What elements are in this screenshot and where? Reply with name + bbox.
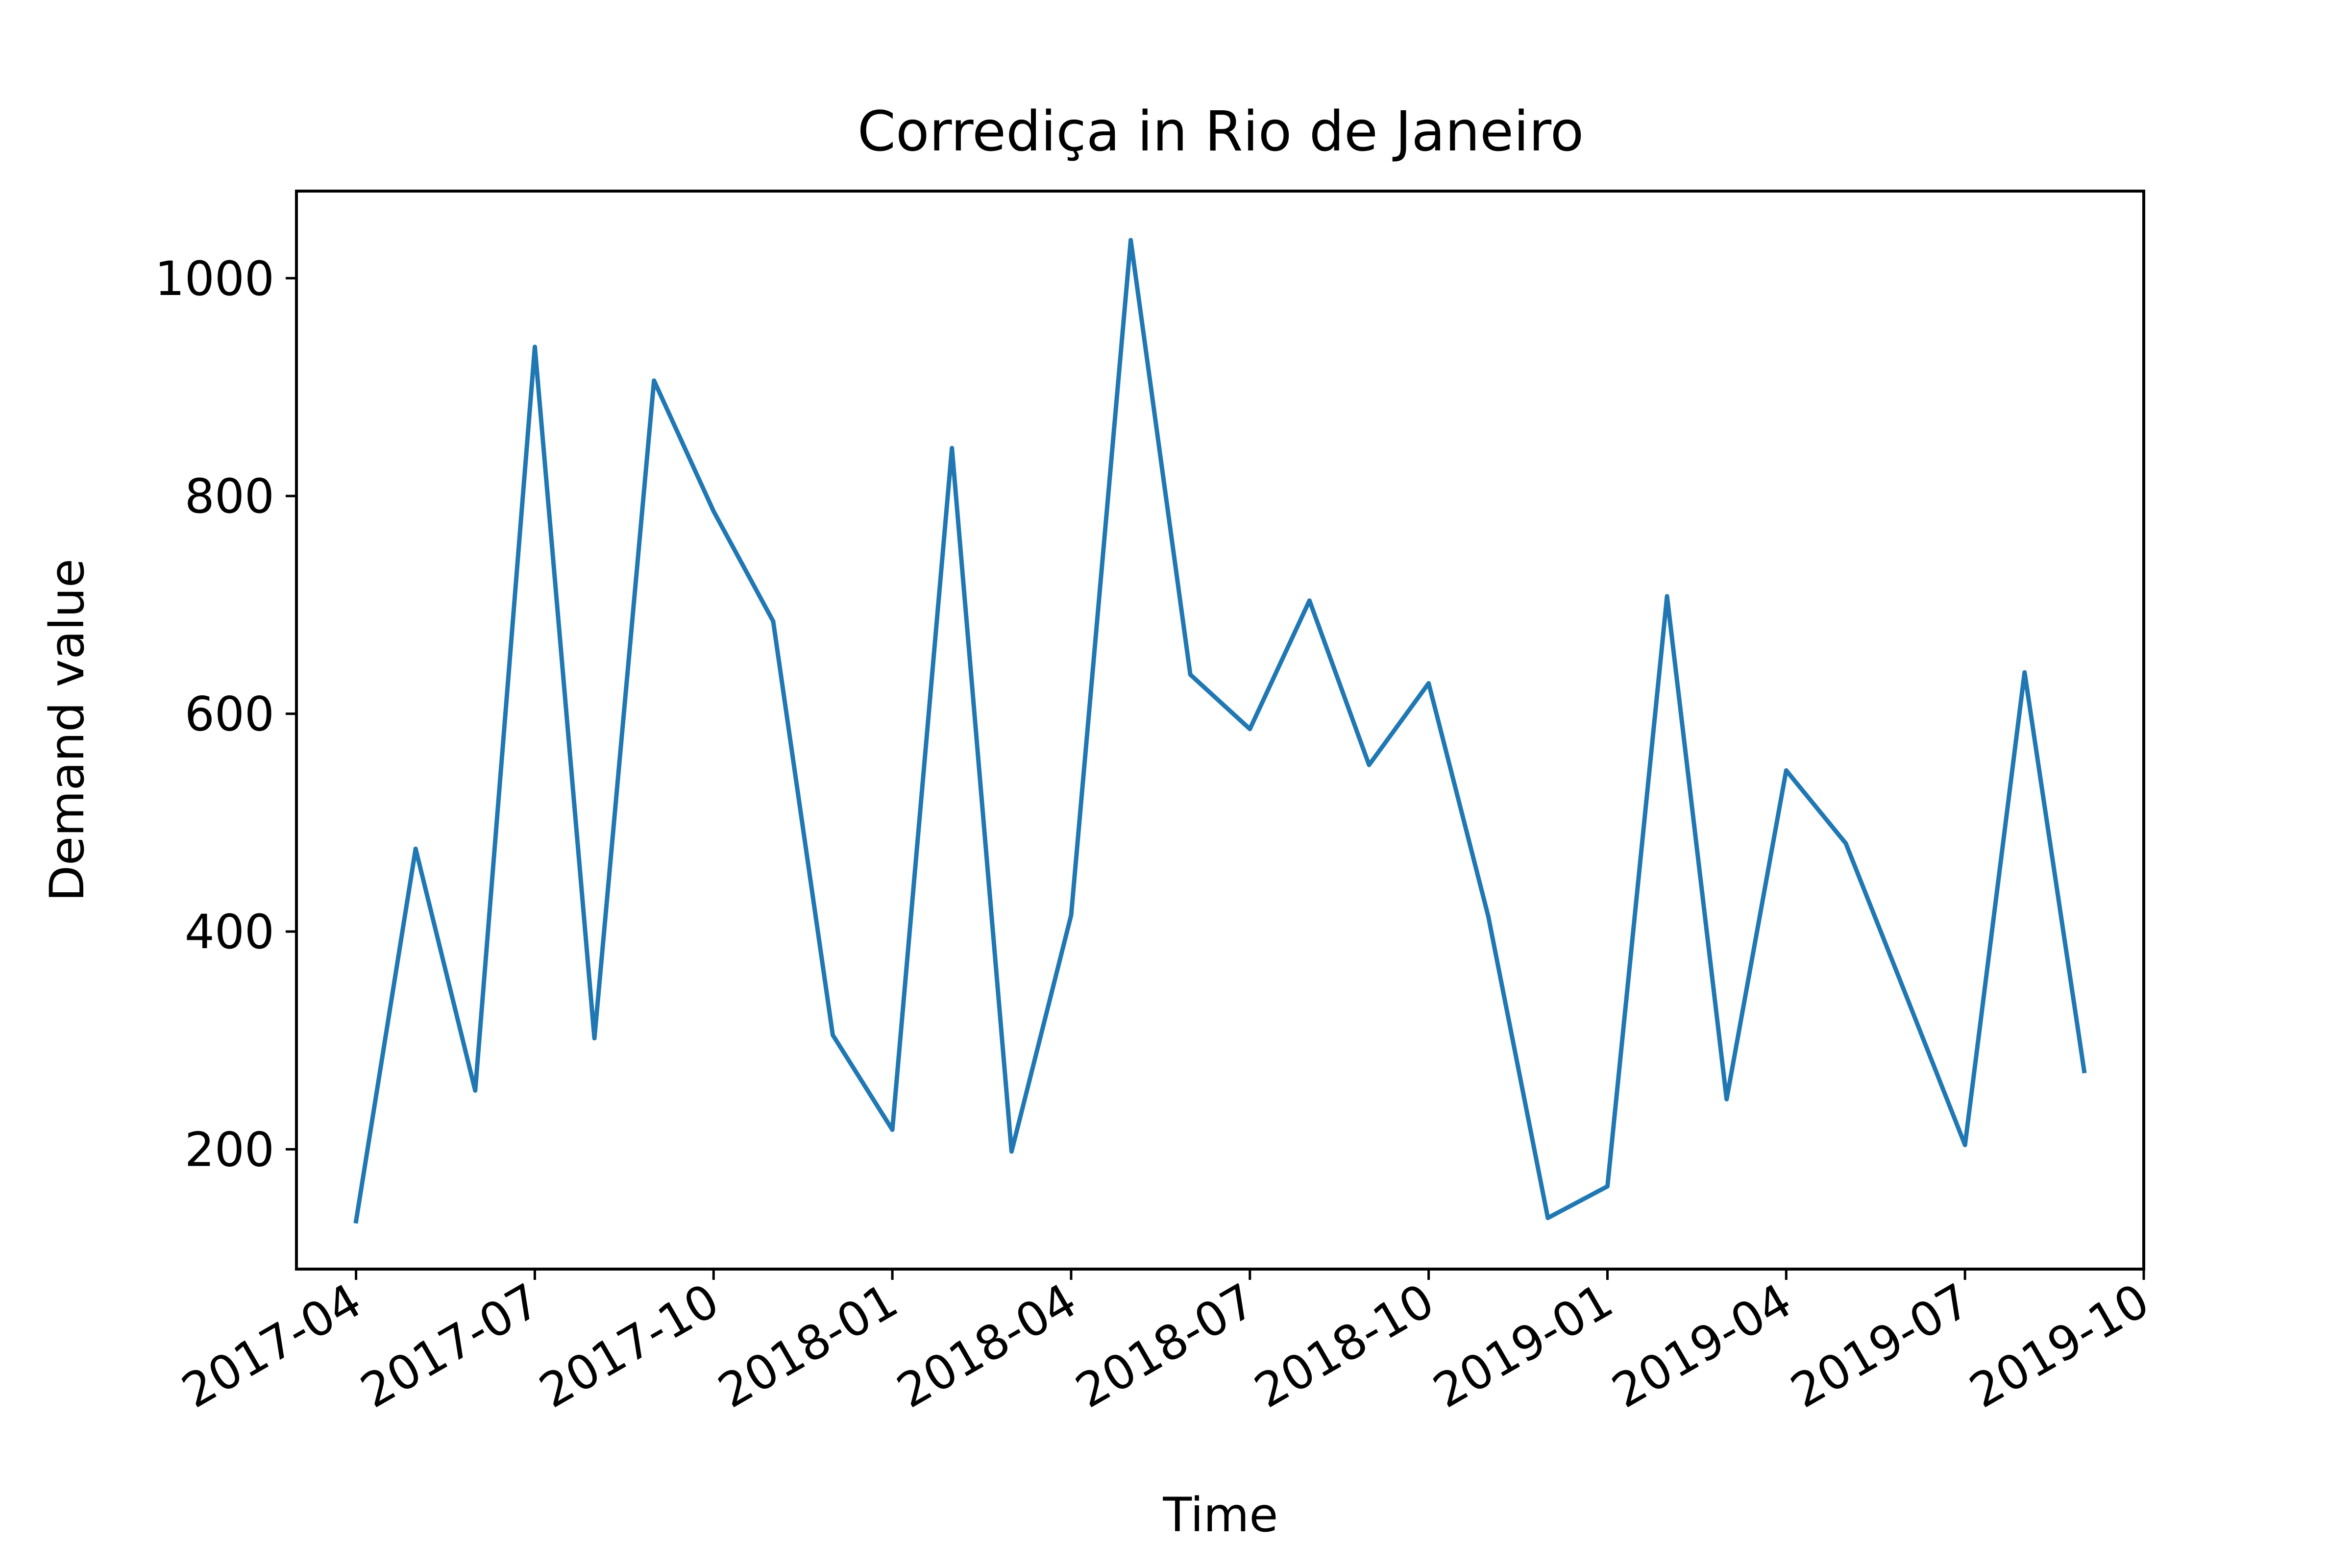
x-tick-label: 2018-07: [1067, 1273, 1264, 1419]
y-tick-label: 1000: [155, 251, 274, 306]
x-tick-label: 2017-04: [173, 1273, 370, 1419]
x-tick-label: 2018-01: [709, 1273, 906, 1419]
x-axis: 2017-042017-072017-102018-012018-042018-…: [173, 1269, 2158, 1419]
x-tick-label: 2017-07: [352, 1273, 549, 1419]
x-tick-label: 2018-04: [888, 1273, 1085, 1419]
x-tick-label: 2017-10: [530, 1273, 728, 1419]
x-tick-label: 2019-10: [1960, 1273, 2158, 1419]
chart-title: Corrediça in Rio de Janeiro: [858, 100, 1584, 164]
series-layer: [353, 238, 2087, 1224]
x-tick-label: 2019-04: [1603, 1273, 1800, 1419]
x-tick-label: 2019-07: [1782, 1273, 1979, 1419]
y-tick-label: 800: [185, 469, 274, 524]
plot-frame: [295, 190, 2145, 1271]
x-tick-label: 2018-10: [1246, 1273, 1443, 1419]
y-axis: 200 400 600 800 1000: [155, 251, 296, 1177]
x-axis-label: Time: [1163, 1488, 1278, 1543]
y-tick-label: 400: [185, 905, 274, 959]
y-tick-label: 200: [185, 1123, 274, 1177]
y-axis-label: Demand value: [40, 559, 95, 902]
x-tick-label: 2019-01: [1424, 1273, 1622, 1419]
y-tick-label: 600: [185, 687, 274, 742]
series-line: [353, 238, 2087, 1224]
